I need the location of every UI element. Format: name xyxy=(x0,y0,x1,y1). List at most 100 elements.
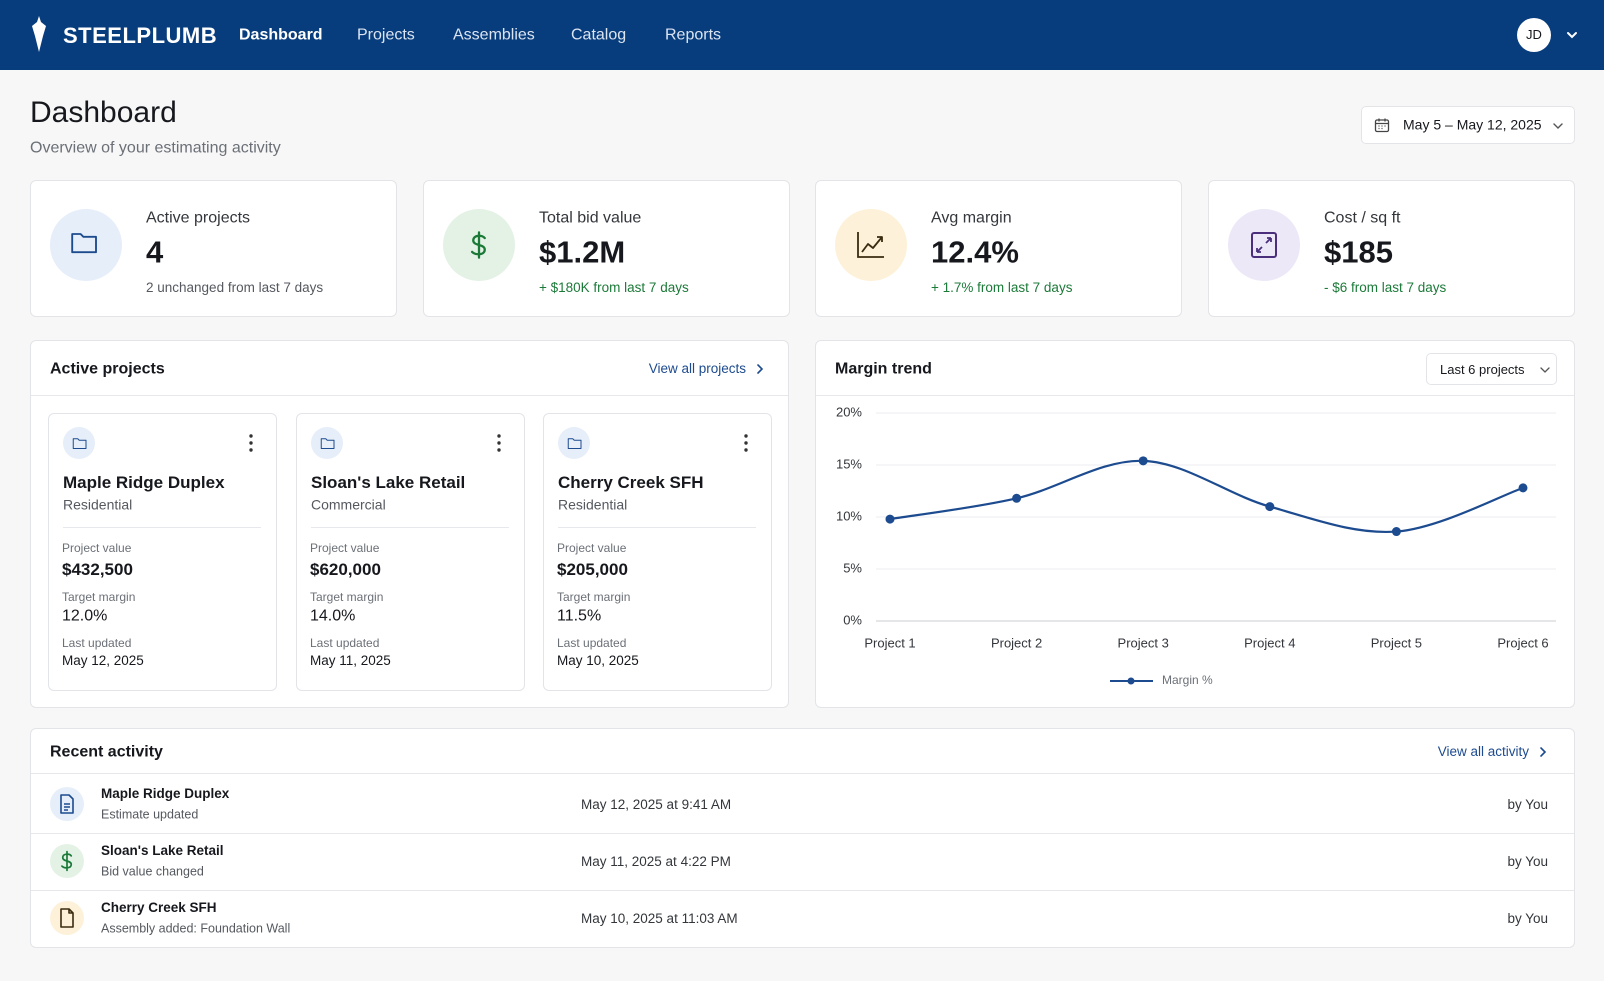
activity-row[interactable]: Sloan's Lake Retail Bid value changed May … xyxy=(31,833,1574,889)
project-card[interactable]: Cherry Creek SFH Residential Project value… xyxy=(543,413,772,691)
link-chevron xyxy=(1540,747,1547,757)
activity-action: Bid value changed xyxy=(101,864,204,879)
panel-divider xyxy=(816,395,1574,396)
icon-part xyxy=(497,448,501,452)
kpi-value: $185 xyxy=(1324,234,1393,270)
activity-row[interactable]: Maple Ridge Duplex Estimate updated May 12… xyxy=(31,776,1574,832)
panel-title: Recent activity xyxy=(50,743,163,761)
nav-link[interactable]: Dashboard xyxy=(239,26,323,44)
kpi-value: $1.2M xyxy=(539,234,626,270)
last-updated: May 10, 2025 xyxy=(557,652,639,668)
x-tick-label: Project 6 xyxy=(1497,635,1548,650)
activity-action: Estimate updated xyxy=(101,807,199,822)
avatar[interactable]: JD xyxy=(1517,18,1551,52)
card-divider xyxy=(558,527,756,528)
icon-part xyxy=(72,438,87,449)
kpi-card: Avg margin 12.4% + 1.7% from last 7 days xyxy=(815,180,1182,317)
field-label: Project value xyxy=(557,540,627,555)
project-type: Residential xyxy=(558,496,628,513)
x-tick-label: Project 1 xyxy=(864,635,915,650)
field-label: Target margin xyxy=(557,589,631,604)
activity-time: May 10, 2025 at 11:03 AM xyxy=(581,910,738,926)
panel-divider xyxy=(31,773,1574,774)
icon-part xyxy=(64,803,70,811)
legend-marker xyxy=(1127,677,1135,685)
project-filter[interactable]: Last 6 projects xyxy=(1426,353,1557,385)
icon-part xyxy=(249,448,253,452)
field-label: Project value xyxy=(310,540,380,555)
icon-part xyxy=(497,434,501,438)
activity-icon-glyph xyxy=(61,850,73,872)
icon-part xyxy=(1375,118,1389,125)
icon-part xyxy=(32,16,46,52)
x-tick-label: Project 5 xyxy=(1371,635,1422,650)
kpi-icon-glyph xyxy=(470,231,486,259)
nav-link[interactable]: Catalog xyxy=(571,26,627,44)
kpi-icon xyxy=(50,209,122,281)
card-menu[interactable] xyxy=(743,433,749,453)
project-icon xyxy=(63,427,95,459)
view-all-activity-link[interactable]: View all activity xyxy=(1437,743,1529,759)
activity-icon xyxy=(50,844,84,878)
icon-part xyxy=(1251,232,1277,258)
nav-link[interactable]: Assemblies xyxy=(453,26,535,44)
project-value: $432,500 xyxy=(62,559,133,579)
nav-link[interactable]: Reports xyxy=(665,26,722,44)
kpi-icon-glyph xyxy=(71,233,97,254)
x-tick-label: Project 4 xyxy=(1244,635,1295,650)
link-chevron xyxy=(757,364,764,374)
target-margin: 11.5% xyxy=(557,607,602,625)
card-menu[interactable] xyxy=(248,433,254,453)
card-menu[interactable] xyxy=(496,433,502,453)
data-point xyxy=(1138,456,1148,466)
filter-label: Last 6 projects xyxy=(1440,362,1525,378)
last-updated: May 12, 2025 xyxy=(62,652,144,668)
folder-icon xyxy=(72,438,87,449)
view-all-projects-link[interactable]: View all projects xyxy=(648,360,746,376)
folder-icon xyxy=(320,438,335,449)
field-label: Last updated xyxy=(310,635,380,650)
kpi-label: Avg margin xyxy=(931,209,1012,227)
kpi-label: Cost / sq ft xyxy=(1324,209,1401,227)
kpi-value: 12.4% xyxy=(931,234,1019,270)
nav-link[interactable]: Projects xyxy=(357,26,415,44)
field-label: Target margin xyxy=(310,589,384,604)
icon-part xyxy=(61,850,73,872)
kpi-card: Total bid value $1.2M + $180K from last 7 … xyxy=(423,180,790,317)
activity-icon-glyph xyxy=(60,794,74,814)
kpi-icon xyxy=(1228,209,1300,281)
margin-trend-panel: Margin trend Last 6 projects 0% 5% 10% 15% 20%… xyxy=(815,340,1575,708)
activity-user: by You xyxy=(1507,796,1548,812)
y-tick-label: 20% xyxy=(836,404,862,419)
activity-icon xyxy=(50,787,84,821)
project-type: Residential xyxy=(63,496,133,513)
icon-part xyxy=(744,448,748,452)
x-tick-label: Project 3 xyxy=(1118,635,1169,650)
activity-row[interactable]: Cherry Creek SFH Assembly added: Foundati… xyxy=(31,890,1574,946)
data-point xyxy=(1518,483,1528,493)
project-card[interactable]: Sloan's Lake Retail Commercial Project val… xyxy=(296,413,525,691)
icon-part xyxy=(1374,119,1390,133)
top-nav: STEELPLUMB Dashboard Projects Assemblies Cat… xyxy=(0,0,1604,70)
page-title: Dashboard xyxy=(30,96,177,129)
project-icon xyxy=(311,427,343,459)
date-range-picker[interactable]: May 5 – May 12, 2025 xyxy=(1361,106,1575,144)
target-margin: 14.0% xyxy=(310,607,356,625)
card-divider xyxy=(63,527,261,528)
icon-part xyxy=(1540,367,1550,373)
project-icon xyxy=(558,427,590,459)
activity-time: May 12, 2025 at 9:41 AM xyxy=(581,796,732,812)
icon-part xyxy=(861,236,883,253)
y-tick-label: 10% xyxy=(836,508,862,523)
project-card[interactable]: Maple Ridge Duplex Residential Project val… xyxy=(48,413,277,691)
filter-chevron xyxy=(1540,367,1550,373)
data-point xyxy=(1391,527,1401,537)
account-menu-chevron[interactable] xyxy=(1566,29,1578,41)
kpi-icon-glyph xyxy=(857,232,884,258)
icon-part xyxy=(320,438,335,449)
avatar-initials: JD xyxy=(1526,27,1542,43)
kpi-change: + $180K from last 7 days xyxy=(539,279,689,295)
date-range-label: May 5 – May 12, 2025 xyxy=(1403,116,1542,133)
kpi-change: - $6 from last 7 days xyxy=(1324,279,1447,295)
kpi-card: Active projects 4 2 unchanged from last 7 … xyxy=(30,180,397,317)
